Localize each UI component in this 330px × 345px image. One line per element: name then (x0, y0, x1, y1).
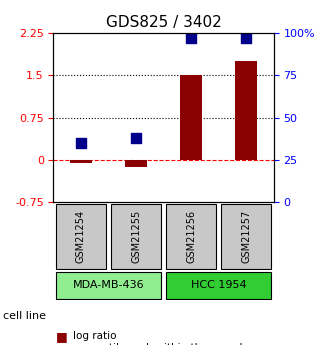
FancyBboxPatch shape (221, 204, 271, 269)
FancyBboxPatch shape (166, 204, 216, 269)
Text: log ratio: log ratio (73, 332, 116, 341)
Text: ■: ■ (56, 330, 68, 343)
Title: GDS825 / 3402: GDS825 / 3402 (106, 15, 221, 30)
Text: cell line: cell line (3, 311, 46, 321)
Text: GSM21256: GSM21256 (186, 210, 196, 263)
Text: percentile rank within the sample: percentile rank within the sample (73, 344, 248, 345)
Point (244, 35, 249, 40)
Text: GSM21255: GSM21255 (131, 210, 141, 263)
Text: GSM21257: GSM21257 (241, 210, 251, 263)
FancyBboxPatch shape (111, 204, 161, 269)
Bar (235, 61, 257, 160)
Bar (70, 160, 92, 163)
Point (78, 140, 83, 146)
Text: GSM21254: GSM21254 (76, 210, 86, 263)
Text: ■: ■ (56, 342, 68, 345)
FancyBboxPatch shape (56, 204, 106, 269)
Text: MDA-MB-436: MDA-MB-436 (73, 280, 144, 290)
FancyBboxPatch shape (56, 272, 161, 299)
Bar (180, 75, 202, 160)
Point (188, 35, 194, 40)
Point (133, 135, 139, 141)
Text: HCC 1954: HCC 1954 (191, 280, 247, 290)
FancyBboxPatch shape (166, 272, 271, 299)
Bar (125, 160, 147, 167)
